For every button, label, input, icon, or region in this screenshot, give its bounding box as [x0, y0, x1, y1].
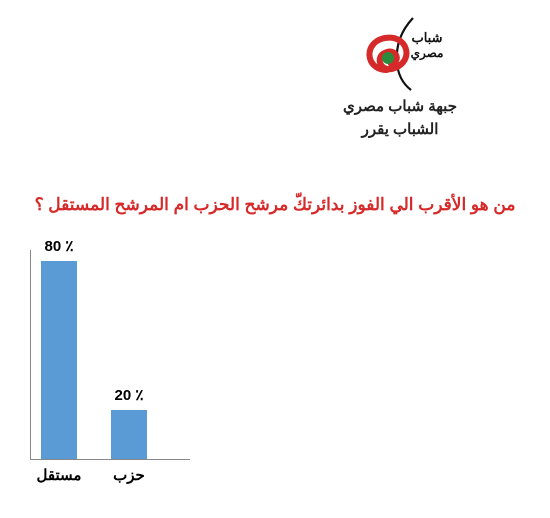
org-name-line1: جبهة شباب مصري	[310, 96, 490, 119]
org-name-line2: الشباب يقرر	[310, 119, 490, 142]
bar-category-label: حزب	[99, 466, 159, 484]
svg-text:شباب: شباب	[411, 30, 442, 45]
bar-value-label: 80 ٪	[29, 237, 89, 255]
bar	[41, 261, 77, 459]
bar-chart: 80 ٪مستقل20 ٪حزب	[30, 250, 230, 500]
org-logo: شباب مصري	[345, 12, 455, 92]
poll-question: من هو الأقرب الي الفوز بدائرتكّ مرشح الح…	[0, 195, 550, 215]
bar-value-label: 20 ٪	[99, 386, 159, 404]
chart-plot-area: 80 ٪مستقل20 ٪حزب	[30, 250, 190, 460]
header: شباب مصري جبهة شباب مصري الشباب يقرر	[310, 12, 490, 141]
svg-text:مصري: مصري	[411, 46, 444, 61]
bar	[111, 410, 147, 459]
bar-category-label: مستقل	[29, 466, 89, 484]
